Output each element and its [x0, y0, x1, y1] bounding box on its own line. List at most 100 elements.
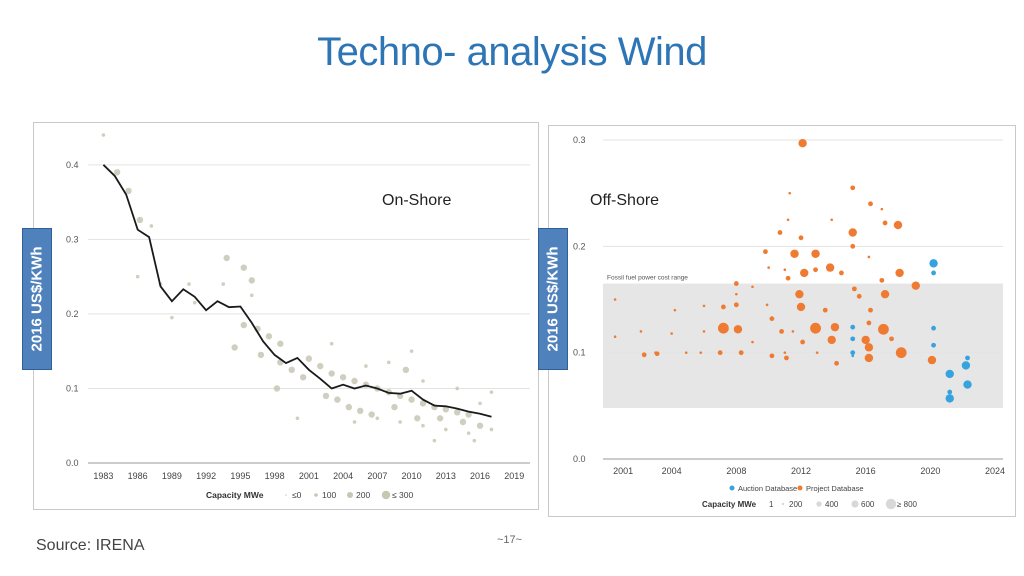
onshore-data-point [240, 321, 247, 329]
onshore-legend-marker [381, 490, 391, 500]
onshore-data-point [421, 423, 425, 428]
onshore-data-point [351, 377, 358, 385]
onshore-legend-title: Capacity MWe [206, 490, 264, 500]
onshore-data-point [288, 366, 295, 374]
offshore-band-label: Fossil fuel power cost range [607, 275, 688, 282]
onshore-legend-label: 200 [356, 490, 370, 500]
offshore-auction-point [947, 389, 953, 395]
onshore-y-axis-label-text: 2016 US$/KWh [28, 246, 46, 352]
offshore-project-point [684, 351, 688, 354]
offshore-project-point [796, 302, 806, 312]
onshore-data-point [273, 385, 281, 392]
onshore-data-point [329, 341, 334, 346]
offshore-auction-point [961, 361, 971, 370]
onshore-data-point [295, 416, 300, 421]
offshore-project-point [800, 268, 809, 278]
offshore-label: Off-Shore [590, 192, 660, 209]
onshore-legend-label: ≤ 300 [392, 490, 413, 500]
onshore-data-point [299, 374, 307, 381]
onshore-y-axis-label: 2016 US$/KWh [22, 228, 52, 370]
offshore-x-tick-label: 2008 [726, 466, 746, 476]
onshore-data-point [248, 277, 255, 284]
offshore-y-axis-label-text: 2016 US$/KWh [544, 246, 562, 352]
onshore-data-point [364, 364, 368, 368]
onshore-x-tick-label: 1995 [230, 471, 250, 481]
offshore-project-point [868, 307, 873, 313]
offshore-project-point [839, 270, 844, 276]
page-number: ~17~ [497, 534, 523, 546]
offshore-project-point [851, 286, 857, 292]
offshore-project-point [811, 249, 820, 258]
offshore-project-point [861, 335, 870, 345]
onshore-data-point [135, 274, 140, 279]
onshore-legend-marker [314, 493, 318, 497]
offshore-size-legend-marker [885, 498, 897, 510]
onshore-x-tick-label: 1989 [162, 471, 182, 481]
offshore-project-point [791, 330, 795, 333]
offshore-x-tick-label: 2004 [662, 466, 682, 476]
onshore-data-point [465, 411, 472, 418]
onshore-legend-label: 100 [322, 490, 336, 500]
onshore-chart: 0.0 0.1 0.2 0.3 0.4 1983 1986 1989 1992 1995 1998 2… [66, 133, 530, 500]
onshore-data-point [125, 187, 132, 195]
offshore-project-point [765, 303, 769, 307]
offshore-project-point [889, 336, 894, 342]
offshore-project-point [895, 268, 904, 278]
offshore-chart-panel: Fossil fuel power cost range 0.0 0.1 0.2 0.3… [548, 125, 1016, 517]
onshore-x-tick-label: 2001 [299, 471, 319, 481]
onshore-data-point [375, 416, 380, 421]
onshore-data-point [231, 344, 238, 351]
onshore-legend-marker [347, 492, 353, 498]
offshore-project-point [825, 263, 835, 272]
offshore-project-point [790, 249, 799, 258]
offshore-project-point [735, 292, 738, 296]
onshore-data-point [149, 224, 154, 228]
onshore-data-point [277, 340, 284, 347]
offshore-project-point [733, 302, 739, 308]
onshore-data-point [402, 366, 410, 374]
onshore-data-point [328, 370, 335, 377]
onshore-x-tick-label: 1992 [196, 471, 216, 481]
onshore-x-tick-label: 2004 [333, 471, 353, 481]
offshore-project-point [702, 330, 706, 333]
offshore-project-point [864, 353, 874, 363]
onshore-data-point [398, 420, 402, 424]
onshore-data-point [352, 420, 357, 424]
offshore-project-point [767, 266, 770, 269]
offshore-size-legend-label: 200 [789, 500, 803, 509]
offshore-project-point [613, 335, 617, 339]
onshore-trend-line [102, 164, 492, 418]
offshore-project-point [798, 235, 804, 241]
offshore-size-legend-label: 400 [825, 500, 839, 509]
onshore-data-point [478, 401, 482, 406]
offshore-x-tick-label: 2024 [985, 466, 1005, 476]
onshore-data-point [436, 415, 444, 422]
offshore-project-point [880, 207, 884, 211]
onshore-data-point [101, 133, 106, 137]
source-note: Source: IRENA [36, 537, 145, 554]
offshore-project-point [641, 352, 647, 358]
offshore-project-point [784, 355, 789, 361]
onshore-data-point [221, 282, 226, 286]
onshore-data-point [187, 282, 191, 286]
offshore-project-point [721, 304, 726, 310]
onshore-data-point [240, 264, 247, 271]
offshore-project-point [815, 351, 819, 354]
offshore-project-point [613, 298, 617, 301]
offshore-project-point [779, 329, 784, 334]
offshore-project-point [850, 185, 856, 191]
offshore-legend-title: Capacity MWe [702, 500, 757, 509]
onshore-y-tick-label: 0.0 [66, 458, 79, 468]
onshore-data-point [466, 431, 471, 435]
onshore-data-point [472, 438, 477, 443]
offshore-project-point [786, 218, 790, 222]
onshore-x-tick-label: 1998 [265, 471, 285, 481]
offshore-project-point [882, 220, 888, 226]
offshore-auction-point [931, 270, 936, 276]
offshore-x-tick-label: 2001 [613, 466, 633, 476]
offshore-project-point [783, 268, 787, 272]
onshore-data-point [170, 315, 174, 320]
offshore-project-point [783, 351, 787, 354]
offshore-x-tick-label: 2016 [856, 466, 876, 476]
onshore-chart-panel: 0.0 0.1 0.2 0.3 0.4 1983 1986 1989 1992 1995 1998 2… [33, 122, 539, 510]
